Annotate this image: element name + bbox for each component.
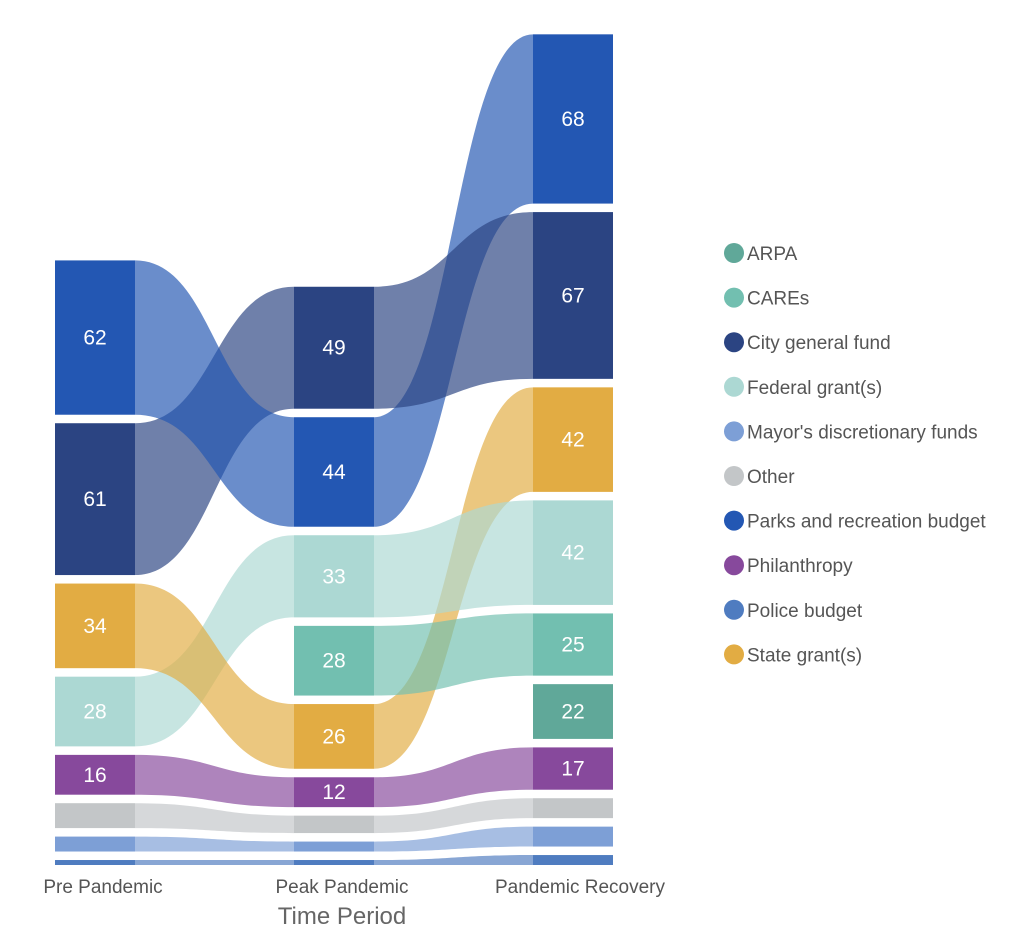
node-city-general-fund-1 bbox=[294, 286, 374, 409]
legend-item-parks-and-recreation-budget: Parks and recreation budget bbox=[724, 510, 986, 533]
legend-label-city-general-fund: City general fund bbox=[747, 333, 891, 354]
node-police-budget-0 bbox=[55, 860, 135, 865]
flow-police-budget-0 bbox=[135, 860, 294, 865]
legend-item-arpa: ARPA bbox=[724, 243, 798, 265]
node-label-state-grant-s-2: 42 bbox=[561, 429, 584, 452]
legend-label-parks-and-recreation-budget: Parks and recreation budget bbox=[747, 512, 986, 533]
node-philanthropy-1 bbox=[294, 777, 374, 808]
flow-cares-1 bbox=[374, 613, 533, 696]
flow-city-general-fund-1 bbox=[374, 212, 533, 409]
node-federal-grant-s-0 bbox=[55, 676, 135, 747]
node-label-city-general-fund-1: 49 bbox=[322, 337, 345, 360]
legend-item-mayor-s-discretionary-funds: Mayor's discretionary funds bbox=[724, 421, 978, 443]
node-label-parks-and-recreation-budget-2: 68 bbox=[561, 108, 584, 131]
node-parks-and-recreation-budget-1 bbox=[294, 417, 374, 527]
node-mayor-s-discretionary-funds-1 bbox=[294, 841, 374, 852]
node-label-philanthropy-0: 16 bbox=[83, 764, 106, 787]
x-axis: Time Period Pre Pandemic Peak Pandemic Pan… bbox=[43, 877, 665, 930]
node-mayor-s-discretionary-funds-0 bbox=[55, 836, 135, 852]
legend-swatch-philanthropy bbox=[724, 555, 744, 576]
legend-item-other: Other bbox=[724, 466, 795, 488]
flow-philanthropy-1 bbox=[374, 747, 533, 808]
legend-swatch-arpa bbox=[724, 243, 744, 263]
x-tick-label-pandemic-recovery: Pandemic Recovery bbox=[495, 877, 666, 898]
x-tick-label-peak-pandemic: Peak Pandemic bbox=[275, 877, 408, 898]
node-label-arpa-2: 22 bbox=[561, 701, 584, 724]
legend-item-federal-grant-s: Federal grant(s) bbox=[724, 376, 882, 399]
legend-label-federal-grant-s: Federal grant(s) bbox=[747, 378, 882, 399]
x-tick-label-pre-pandemic: Pre Pandemic bbox=[43, 877, 162, 898]
flows-layer bbox=[135, 34, 533, 865]
node-mayor-s-discretionary-funds-2 bbox=[533, 826, 613, 847]
legend-item-cares: CAREs bbox=[724, 287, 809, 310]
node-state-grant-s-0 bbox=[55, 583, 135, 669]
node-state-grant-s-2 bbox=[533, 387, 613, 492]
legend: ARPA CAREs City general fund Federal grant(… bbox=[724, 243, 986, 666]
node-cares-2 bbox=[533, 613, 613, 676]
x-axis-title: Time Period bbox=[278, 903, 406, 930]
node-federal-grant-s-2 bbox=[533, 500, 613, 605]
legend-label-state-grant-s: State grant(s) bbox=[747, 645, 862, 666]
legend-swatch-other bbox=[724, 466, 744, 486]
node-philanthropy-2 bbox=[533, 747, 613, 790]
legend-swatch-federal-grant-s bbox=[724, 376, 744, 397]
legend-label-other: Other bbox=[747, 467, 795, 488]
node-label-parks-and-recreation-budget-0: 62 bbox=[83, 327, 106, 350]
node-label-philanthropy-2: 17 bbox=[561, 758, 584, 781]
node-parks-and-recreation-budget-2 bbox=[533, 34, 613, 204]
flow-parks-and-recreation-budget-0 bbox=[135, 260, 294, 527]
node-label-cares-2: 25 bbox=[561, 634, 584, 657]
legend-label-mayor-s-discretionary-funds: Mayor's discretionary funds bbox=[747, 422, 978, 443]
flow-philanthropy-0 bbox=[135, 754, 294, 808]
node-label-cares-1: 28 bbox=[322, 650, 345, 673]
node-federal-grant-s-1 bbox=[294, 535, 374, 618]
flow-police-budget-1 bbox=[374, 855, 533, 865]
legend-label-police-budget: Police budget bbox=[747, 601, 863, 622]
legend-swatch-city-general-fund bbox=[724, 332, 744, 353]
legend-swatch-police-budget bbox=[724, 599, 744, 620]
node-police-budget-2 bbox=[533, 855, 613, 865]
node-label-parks-and-recreation-budget-1: 44 bbox=[322, 461, 346, 484]
legend-item-police-budget: Police budget bbox=[724, 599, 863, 622]
node-other-1 bbox=[294, 815, 374, 834]
flow-other-0 bbox=[135, 803, 294, 834]
node-label-state-grant-s-1: 26 bbox=[322, 725, 345, 748]
node-label-state-grant-s-0: 34 bbox=[83, 615, 107, 638]
node-label-federal-grant-s-1: 33 bbox=[322, 565, 345, 588]
node-philanthropy-0 bbox=[55, 754, 135, 795]
node-other-2 bbox=[533, 798, 613, 819]
node-city-general-fund-2 bbox=[533, 212, 613, 379]
legend-swatch-mayor-s-discretionary-funds bbox=[724, 421, 744, 442]
flow-federal-grant-s-1 bbox=[374, 500, 533, 618]
legend-item-state-grant-s: State grant(s) bbox=[724, 644, 862, 666]
flow-mayor-s-discretionary-funds-0 bbox=[135, 836, 294, 852]
node-other-0 bbox=[55, 803, 135, 829]
node-police-budget-1 bbox=[294, 860, 374, 865]
node-label-federal-grant-s-0: 28 bbox=[83, 701, 106, 724]
flow-federal-grant-s-0 bbox=[135, 535, 294, 747]
legend-label-arpa: ARPA bbox=[747, 244, 798, 265]
node-label-city-general-fund-2: 67 bbox=[561, 284, 584, 307]
flow-mayor-s-discretionary-funds-1 bbox=[374, 826, 533, 852]
legend-item-philanthropy: Philanthropy bbox=[724, 555, 853, 577]
node-parks-and-recreation-budget-0 bbox=[55, 260, 135, 415]
node-cares-1 bbox=[294, 625, 374, 696]
legend-swatch-parks-and-recreation-budget bbox=[724, 510, 744, 531]
node-label-federal-grant-s-2: 42 bbox=[561, 542, 584, 565]
node-state-grant-s-1 bbox=[294, 704, 374, 769]
node-label-city-general-fund-0: 61 bbox=[83, 488, 106, 511]
legend-label-philanthropy: Philanthropy bbox=[747, 556, 853, 577]
flow-state-grant-s-0 bbox=[135, 583, 294, 769]
nodes-layer: 16 28 34 61 62 12 26 28 33 44 49 17 22 25 42 42 67 68 bbox=[55, 34, 613, 865]
node-city-general-fund-0 bbox=[55, 423, 135, 576]
node-arpa-2 bbox=[533, 684, 613, 739]
legend-item-city-general-fund: City general fund bbox=[724, 332, 891, 354]
flow-other-1 bbox=[374, 798, 533, 834]
node-label-philanthropy-1: 12 bbox=[322, 781, 345, 804]
legend-swatch-cares bbox=[724, 287, 744, 308]
legend-label-cares: CAREs bbox=[747, 289, 809, 310]
legend-swatch-state-grant-s bbox=[724, 644, 744, 665]
